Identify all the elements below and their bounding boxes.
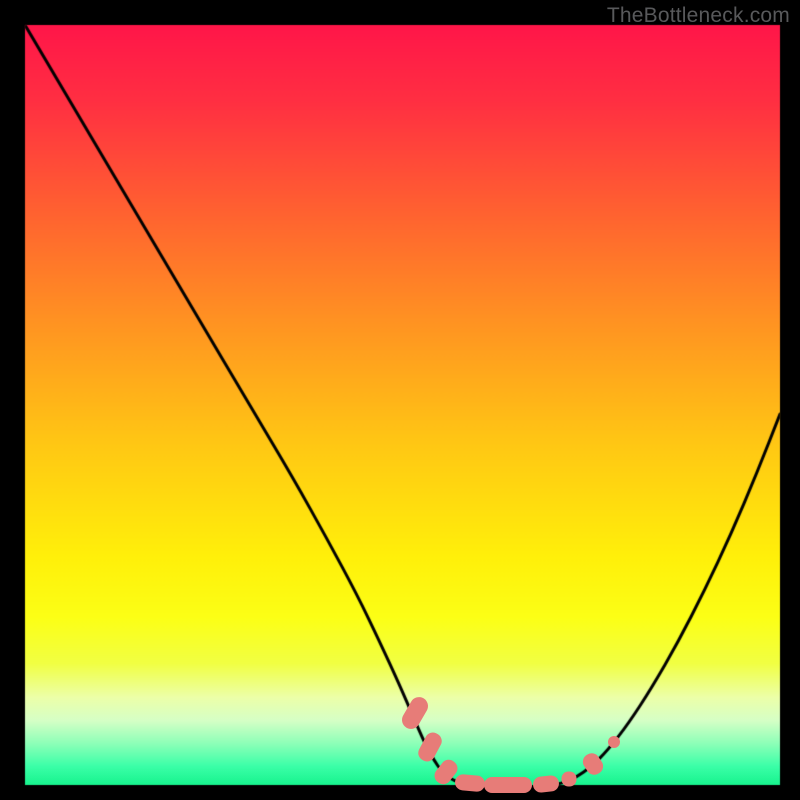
- curve-bead: [484, 777, 532, 793]
- attribution-label: TheBottleneck.com: [607, 4, 790, 28]
- curve-bead: [455, 774, 486, 793]
- chart-stage: TheBottleneck.com: [0, 0, 800, 800]
- curve-bead: [608, 736, 620, 748]
- bottleneck-curves: [0, 0, 800, 800]
- curve-bead: [562, 771, 577, 786]
